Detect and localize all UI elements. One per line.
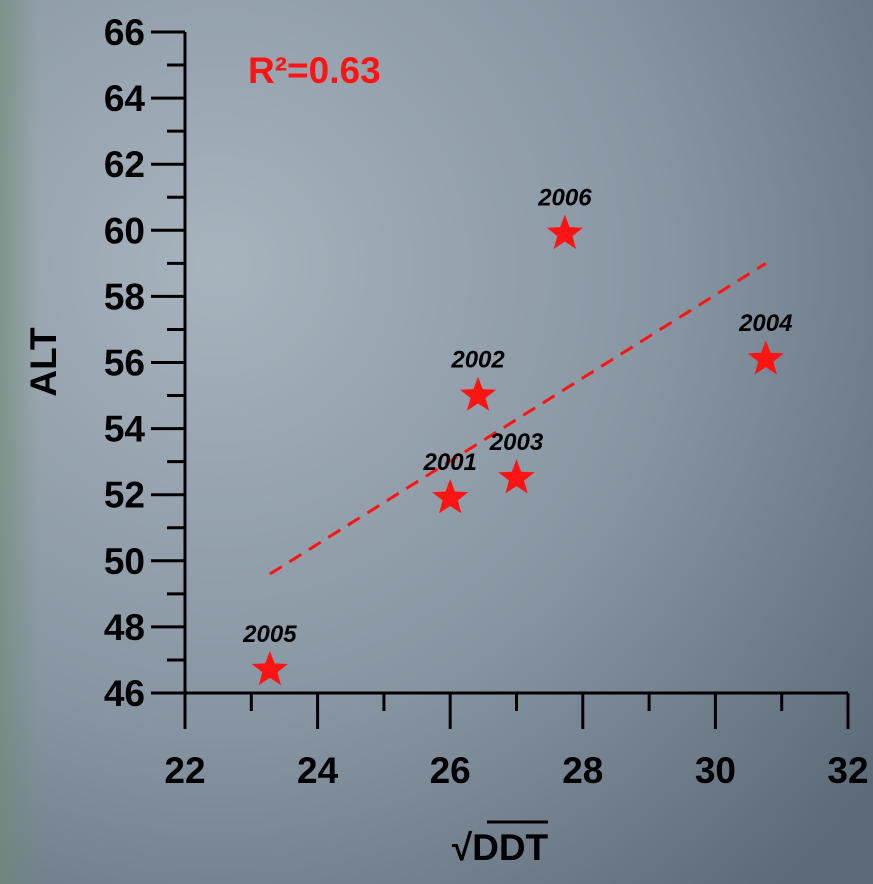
y-tick-label: 60 [104, 210, 145, 251]
point-label: 2004 [738, 310, 792, 337]
y-tick-label: 50 [104, 541, 145, 582]
point-label: 2001 [423, 449, 477, 476]
chart: 46 48 50 52 54 56 58 60 62 64 66 22 24 26 28 30 32 2001 20… [0, 0, 873, 884]
y-tick-label: 52 [104, 475, 145, 516]
x-tick-label: 26 [430, 750, 471, 791]
x-tick-label: 28 [562, 750, 603, 791]
point-label: 2002 [450, 347, 505, 374]
x-tick-label: 30 [695, 750, 736, 791]
r-squared: R²=0.63 [248, 50, 381, 91]
y-tick-label: 56 [104, 343, 145, 384]
y-tick-label: 48 [104, 607, 145, 648]
x-tick-label: 24 [297, 750, 339, 791]
point-label: 2006 [537, 185, 592, 212]
point-label: 2005 [242, 621, 297, 648]
x-tick-label: 32 [827, 750, 868, 791]
y-tick-label: 66 [104, 12, 145, 53]
point-label: 2003 [489, 429, 544, 456]
page: 46 48 50 52 54 56 58 60 62 64 66 22 24 26 28 30 32 2001 20… [0, 0, 873, 884]
y-axis-label: ALT [23, 327, 64, 397]
y-tick-label: 64 [104, 78, 146, 119]
y-tick-label: 62 [104, 144, 145, 185]
y-tick-label: 54 [104, 409, 146, 450]
x-tick-label: 22 [164, 750, 205, 791]
x-axis-label: √DDT [452, 827, 549, 868]
y-tick-label: 46 [104, 673, 145, 714]
y-tick-label: 58 [104, 276, 145, 317]
background-edge [0, 0, 40, 884]
